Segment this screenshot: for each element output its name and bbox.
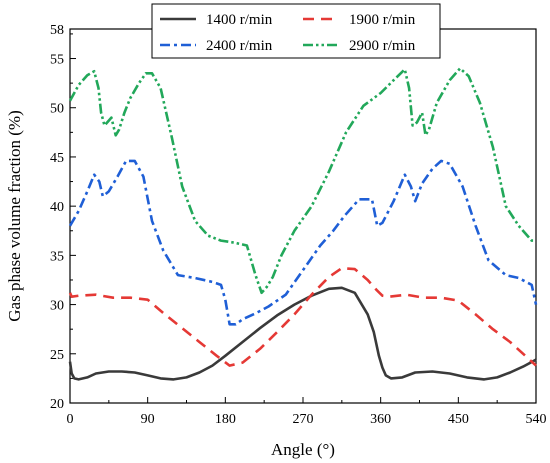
y-tick-label: 50 [50,102,64,117]
plot-border [69,28,537,404]
x-axis-title: Angle (°) [271,440,335,459]
legend-label-1: 1400 r/min [206,12,273,28]
y-tick-label: 25 [50,348,64,363]
y-tick-label: 58 [50,23,64,38]
series-layer [68,67,538,381]
y-tick-label: 45 [50,151,64,166]
y-tick-label: 35 [50,249,64,264]
x-tick-label: 90 [141,412,155,427]
x-tick-label: 450 [448,412,469,427]
series-line-3 [68,159,538,326]
x-tick-label: 270 [293,412,314,427]
y-tick-label: 55 [50,53,64,68]
series-line-4 [68,67,536,295]
y-axis-title: Gas phase volume fraction (%) [5,110,24,321]
y-tick-label: 20 [50,397,64,412]
series-line-1 [68,286,537,381]
plot-frame [69,28,537,404]
x-tick-label: 540 [526,412,547,427]
x-tick-label: 180 [215,412,236,427]
x-tick-label: 0 [67,412,74,427]
legend-label-4: 2900 r/min [349,38,416,54]
axis-ticks: 0 90 180 270 360 450 540 20 25 30 35 40 45 50 55 58 [50,23,547,427]
legend-label-3: 2400 r/min [206,38,273,54]
y-tick-label: 30 [50,299,64,314]
series-line-2 [68,266,537,367]
y-tick-label: 40 [50,200,64,215]
legend-label-2: 1900 r/min [349,12,416,28]
legend-box [151,3,441,59]
x-tick-label: 360 [370,412,391,427]
legend: 1400 r/min 1900 r/min 2400 r/min 2900 r/min [151,3,441,59]
